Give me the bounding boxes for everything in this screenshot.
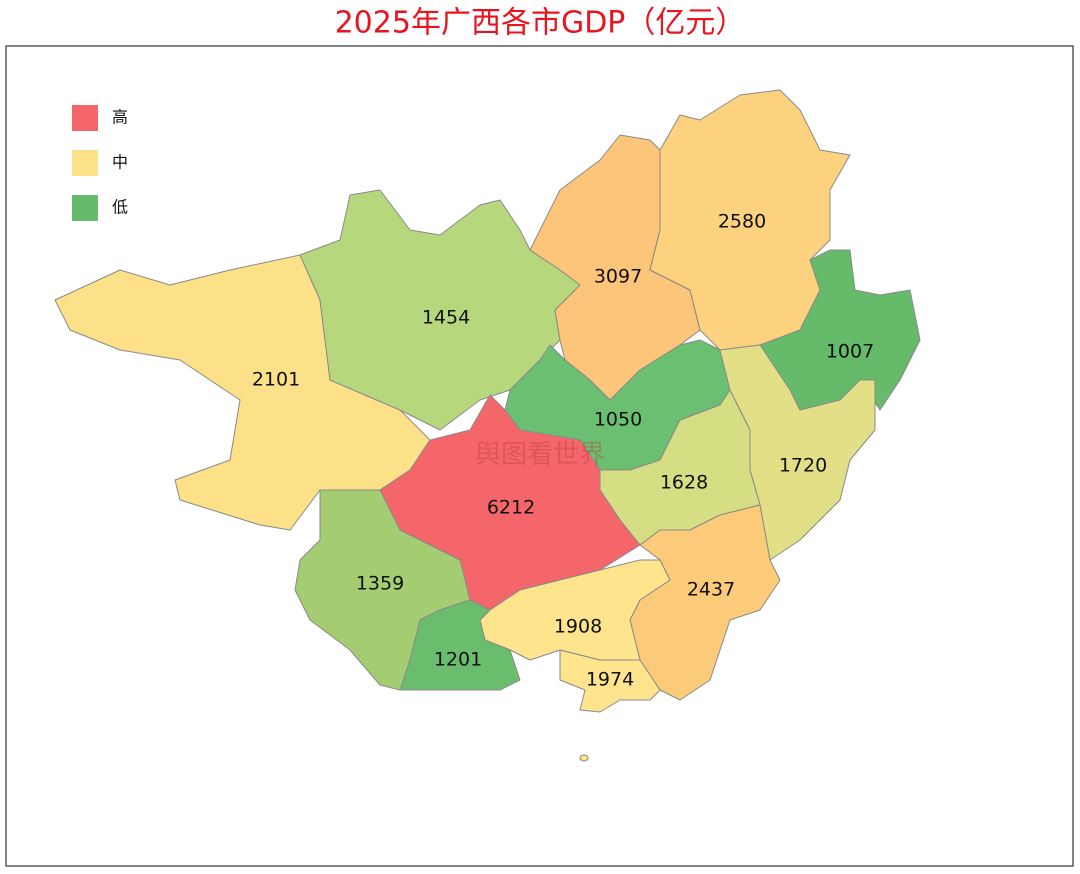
legend-swatch [72,195,98,221]
legend-swatch [72,150,98,176]
region-value: 1628 [660,472,708,494]
legend-swatch [72,105,98,131]
island [579,754,589,762]
region-value: 3097 [594,266,642,288]
region-value: 1720 [779,455,827,477]
watermark: 舆图看世界 [475,440,605,470]
legend-label: 低 [112,198,128,217]
regions [54,89,921,762]
region-value: 1974 [586,669,634,691]
region-value: 1454 [422,307,470,329]
region-value: 2437 [687,579,735,601]
legend-label: 中 [112,153,128,172]
legend: 高 中 低 [72,105,128,221]
region-value: 2101 [252,369,300,391]
region [559,649,661,713]
region [529,134,701,401]
region [649,89,851,351]
region-value: 1908 [554,616,602,638]
region-value: 1007 [826,341,874,363]
region-value: 1050 [594,409,642,431]
region-labels: 2101 1454 3097 2580 1007 1050 1720 1628 … [252,211,874,691]
region-value: 1359 [356,573,404,595]
region-value: 6212 [487,497,535,519]
title: 2025年广西各市GDP（亿元） [335,6,746,41]
region [399,599,521,691]
region-value: 2580 [718,211,766,233]
region-value: 1201 [434,649,482,671]
legend-label: 高 [112,108,128,127]
